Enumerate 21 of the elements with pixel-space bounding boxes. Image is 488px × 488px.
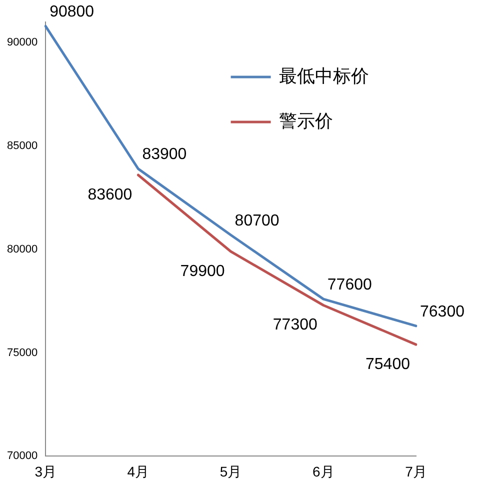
data-label: 77300 (272, 316, 318, 334)
data-label: 76300 (420, 303, 465, 320)
y-tick-label: 85000 (6, 140, 38, 152)
data-label: 83600 (88, 186, 132, 204)
y-tick-label: 70000 (6, 450, 38, 462)
legend-label: 警示价 (278, 110, 333, 131)
x-tick-label: 3月 (34, 463, 56, 480)
y-tick-label: 75000 (6, 346, 38, 359)
x-tick-label: 7月 (405, 463, 427, 480)
y-tick-label: 80000 (6, 243, 38, 256)
data-label: 77600 (327, 276, 372, 294)
data-label: 83900 (142, 146, 187, 164)
y-tick-label: 90000 (6, 36, 38, 49)
data-label: 80700 (234, 212, 280, 230)
legend-label: 最低中标价 (278, 66, 369, 86)
data-label: 75400 (366, 356, 410, 373)
x-tick-label: 6月 (312, 463, 334, 480)
data-label: 90800 (50, 4, 94, 21)
x-tick-label: 4月 (127, 463, 150, 480)
data-label: 79900 (180, 262, 225, 280)
x-tick-label: 5月 (220, 463, 242, 480)
